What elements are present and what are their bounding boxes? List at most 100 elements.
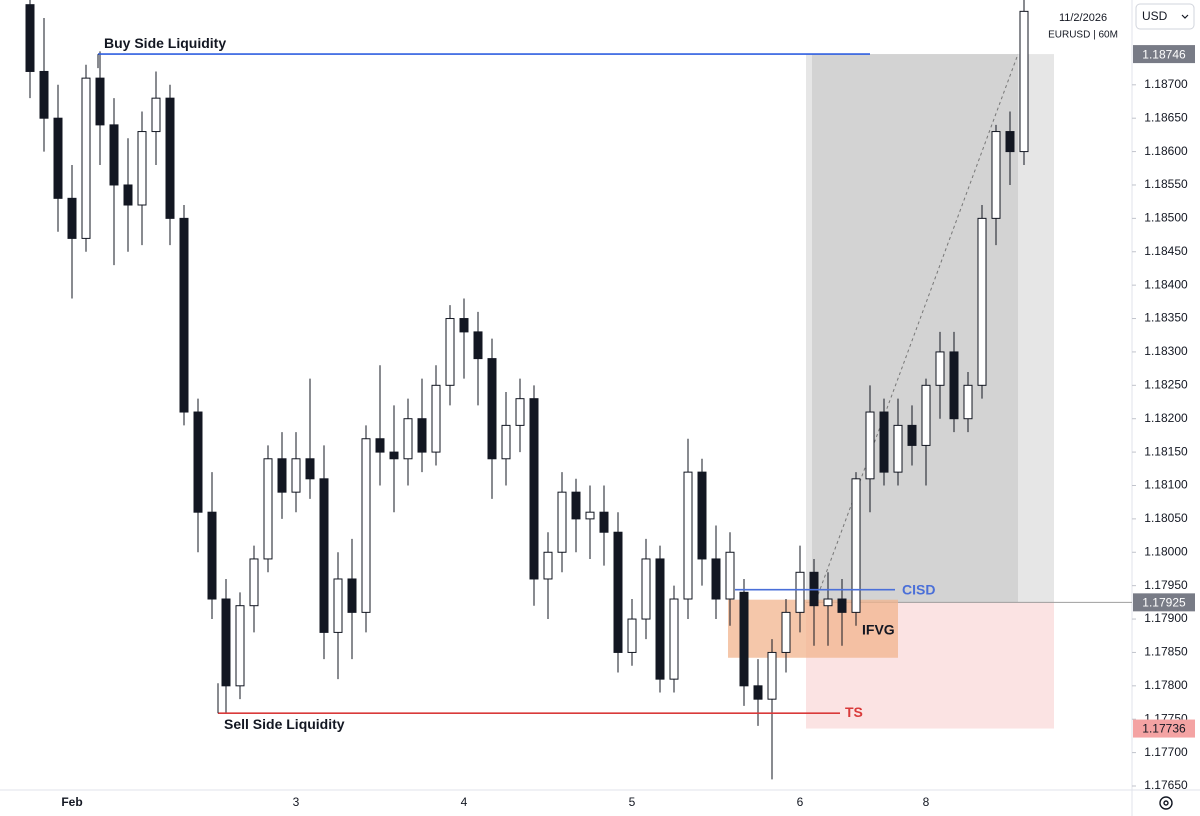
candle-down bbox=[711, 558, 721, 600]
x-tick-label: 3 bbox=[293, 795, 300, 809]
y-tick-label: 1.18650 bbox=[1144, 110, 1188, 124]
price-tag bbox=[1133, 593, 1195, 612]
candle-up bbox=[893, 424, 903, 473]
level-tag: TS bbox=[845, 704, 863, 720]
candle-up bbox=[557, 491, 567, 553]
candle-up bbox=[851, 478, 861, 613]
plot bbox=[25, 0, 1132, 780]
price-tag bbox=[1133, 719, 1195, 738]
price-tag bbox=[1133, 45, 1195, 64]
dropdown-chevron bbox=[1181, 14, 1189, 19]
y-tick-label: 1.18150 bbox=[1144, 444, 1188, 458]
candle-down bbox=[207, 511, 217, 600]
x-tick-label: 6 bbox=[797, 795, 804, 809]
candle-up bbox=[1019, 10, 1029, 153]
candle-up bbox=[781, 611, 791, 653]
candle-up bbox=[333, 578, 343, 633]
level-label: CISD bbox=[902, 581, 935, 597]
candle-up bbox=[823, 598, 833, 607]
x-tick-label: 5 bbox=[629, 795, 636, 809]
y-tick-label: 1.18500 bbox=[1144, 211, 1188, 225]
price-tag-label: 1.18746 bbox=[1142, 47, 1186, 61]
candle-down bbox=[459, 318, 469, 333]
y-tick-label: 1.18100 bbox=[1144, 478, 1188, 492]
candle-down bbox=[347, 578, 357, 613]
candle-down bbox=[907, 424, 917, 446]
symbol-label: EURUSD | 60M bbox=[1048, 30, 1118, 41]
currency-dropdown[interactable] bbox=[1135, 3, 1195, 30]
candle-up bbox=[767, 651, 777, 700]
y-tick-label: 1.18700 bbox=[1144, 77, 1188, 91]
candle-down bbox=[39, 70, 49, 119]
price-tag-label: 1.17925 bbox=[1142, 596, 1186, 610]
candle-up bbox=[501, 424, 511, 460]
candle-up bbox=[291, 458, 301, 493]
candle-up bbox=[991, 131, 1001, 219]
candle-down bbox=[319, 478, 329, 633]
candle-up bbox=[641, 558, 651, 620]
x-tick-label: Feb bbox=[61, 795, 82, 809]
candle-up bbox=[977, 217, 987, 386]
level-label: Buy Side Liquidity bbox=[104, 35, 226, 51]
candle-down bbox=[389, 451, 399, 460]
candle-down bbox=[613, 531, 623, 653]
y-tick-label: 1.18050 bbox=[1144, 511, 1188, 525]
candle-down bbox=[109, 124, 119, 186]
candle-down bbox=[837, 598, 847, 613]
candle-down bbox=[95, 77, 105, 126]
settings-icon-center bbox=[1163, 800, 1169, 806]
y-tick-label: 1.17900 bbox=[1144, 611, 1188, 625]
candle-down bbox=[529, 398, 539, 580]
candle-up bbox=[543, 551, 553, 580]
candle-down bbox=[655, 558, 665, 680]
y-tick-label: 1.18550 bbox=[1144, 177, 1188, 191]
candle-up bbox=[963, 384, 973, 420]
candle-down bbox=[949, 351, 959, 420]
y-tick-label: 1.17700 bbox=[1144, 745, 1188, 759]
candle-up bbox=[263, 458, 273, 560]
candle-up bbox=[431, 384, 441, 453]
candle-down bbox=[599, 511, 609, 533]
candle-up bbox=[627, 618, 637, 653]
y-tick-label: 1.18350 bbox=[1144, 311, 1188, 325]
y-tick-label: 1.18200 bbox=[1144, 411, 1188, 425]
candle-up bbox=[669, 598, 679, 680]
candle-up bbox=[361, 438, 371, 613]
candle-up bbox=[137, 131, 147, 206]
candle-down bbox=[123, 184, 133, 206]
candle-up bbox=[151, 97, 161, 133]
settings-icon[interactable] bbox=[1159, 796, 1173, 810]
candle-up bbox=[935, 351, 945, 386]
y-tick-label: 1.18600 bbox=[1144, 144, 1188, 158]
candle-down bbox=[25, 4, 35, 72]
level-label: Sell Side Liquidity bbox=[224, 716, 345, 732]
candle-down bbox=[753, 685, 763, 700]
candle-up bbox=[795, 571, 805, 613]
y-tick-label: 1.18250 bbox=[1144, 377, 1188, 391]
candle-down bbox=[193, 411, 203, 513]
candle-down bbox=[221, 598, 231, 687]
y-tick-label: 1.18300 bbox=[1144, 344, 1188, 358]
candle-down bbox=[277, 458, 287, 493]
y-tick-label: 1.17650 bbox=[1144, 778, 1188, 792]
candle-up bbox=[865, 411, 875, 480]
candle-up bbox=[403, 418, 413, 460]
candle-down bbox=[1005, 131, 1015, 153]
candle-down bbox=[165, 97, 175, 219]
currency-label: USD bbox=[1142, 9, 1168, 23]
x-tick-label: 8 bbox=[923, 795, 930, 809]
candle-up bbox=[515, 398, 525, 426]
candle-down bbox=[179, 217, 189, 413]
date-label: 11/2/2026 bbox=[1059, 12, 1107, 24]
x-tick-label: 4 bbox=[461, 795, 468, 809]
candle-down bbox=[697, 471, 707, 560]
candle-up bbox=[585, 511, 595, 520]
candle-up bbox=[235, 605, 245, 687]
candle-down bbox=[487, 358, 497, 460]
candle-up bbox=[725, 551, 735, 600]
price-tag-label: 1.17736 bbox=[1142, 722, 1186, 736]
candle-up bbox=[683, 471, 693, 600]
y-tick-label: 1.18000 bbox=[1144, 544, 1188, 558]
y-tick-label: 1.18400 bbox=[1144, 277, 1188, 291]
